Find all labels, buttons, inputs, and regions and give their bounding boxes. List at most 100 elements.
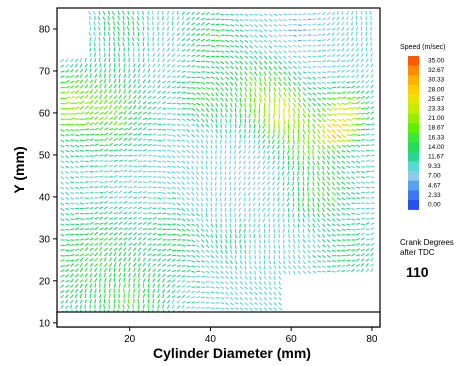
velocity-vector <box>244 291 248 295</box>
velocity-vector <box>297 76 302 81</box>
velocity-vector <box>356 101 361 105</box>
velocity-vector <box>157 106 162 110</box>
velocity-vector <box>181 305 185 309</box>
velocity-vector <box>243 181 246 186</box>
velocity-vector <box>123 132 128 136</box>
velocity-vector <box>346 213 351 216</box>
velocity-vector <box>186 43 191 47</box>
velocity-vector <box>89 37 92 42</box>
velocity-vector <box>196 296 201 299</box>
velocity-vector <box>249 18 254 22</box>
velocity-vector <box>220 270 224 274</box>
velocity-vector <box>356 68 359 73</box>
velocity-vector <box>261 181 266 185</box>
velocity-vector <box>210 87 215 91</box>
velocity-vector <box>200 197 203 202</box>
velocity-vector <box>191 33 196 36</box>
velocity-vector <box>118 247 122 251</box>
velocity-vector <box>133 84 136 89</box>
velocity-vector <box>142 68 146 73</box>
velocity-vector <box>220 218 223 223</box>
velocity-vector <box>234 92 238 97</box>
velocity-vector <box>113 191 118 194</box>
velocity-vector <box>249 92 252 98</box>
velocity-vector <box>230 102 233 108</box>
velocity-vector <box>220 108 223 113</box>
velocity-vector <box>370 123 375 126</box>
velocity-vector <box>94 180 99 183</box>
velocity-vector <box>123 241 127 246</box>
velocity-vector <box>108 100 114 105</box>
velocity-vector <box>326 17 331 21</box>
velocity-vector <box>224 202 227 207</box>
velocity-vector <box>84 273 88 278</box>
velocity-vector <box>225 71 229 75</box>
velocity-vector <box>99 227 104 230</box>
velocity-vector <box>205 108 209 113</box>
velocity-vector <box>70 64 74 68</box>
velocity-vector <box>360 232 365 236</box>
velocity-vector <box>297 113 300 119</box>
velocity-vector <box>252 150 256 154</box>
velocity-vector <box>181 285 186 288</box>
velocity-vector <box>186 60 191 63</box>
velocity-vector <box>128 68 131 73</box>
velocity-vector <box>142 95 147 99</box>
velocity-vector <box>282 139 285 145</box>
velocity-vector <box>370 227 375 230</box>
velocity-vector <box>263 45 268 49</box>
velocity-vector <box>181 202 186 206</box>
velocity-vector <box>331 155 336 160</box>
velocity-vector <box>210 276 215 279</box>
velocity-vector <box>225 255 228 260</box>
velocity-vector <box>346 259 351 262</box>
velocity-vector <box>351 64 355 68</box>
velocity-vector <box>128 57 130 63</box>
velocity-vector <box>220 39 225 43</box>
velocity-vector <box>254 34 258 38</box>
velocity-vector <box>238 207 241 212</box>
velocity-vector <box>249 87 252 92</box>
velocity-vector <box>254 260 257 265</box>
velocity-vector <box>94 252 99 257</box>
velocity-vector <box>162 47 165 52</box>
velocity-vector <box>244 18 249 21</box>
velocity-vector <box>336 218 341 222</box>
velocity-vector <box>234 234 237 239</box>
velocity-vector <box>157 74 161 78</box>
velocity-vector <box>200 155 204 160</box>
velocity-vector <box>171 96 176 99</box>
velocity-vector <box>238 176 241 180</box>
velocity-vector <box>244 24 249 27</box>
velocity-vector <box>181 150 186 153</box>
velocity-vector <box>210 60 215 64</box>
velocity-vector <box>113 247 118 251</box>
velocity-vector <box>282 213 285 217</box>
velocity-vector <box>70 213 75 216</box>
velocity-vector <box>288 76 291 81</box>
velocity-vector <box>74 63 78 68</box>
velocity-vector <box>307 223 311 228</box>
velocity-vector <box>128 211 133 215</box>
velocity-vector <box>113 251 117 257</box>
velocity-vector <box>89 247 94 251</box>
velocity-vector <box>287 139 290 145</box>
velocity-vector <box>94 63 97 68</box>
velocity-vector <box>152 122 157 126</box>
velocity-vector <box>70 263 74 267</box>
velocity-vector <box>277 144 280 150</box>
velocity-vector <box>262 197 266 202</box>
velocity-vector <box>322 228 326 232</box>
velocity-vector <box>167 80 171 84</box>
velocity-vector <box>157 268 161 272</box>
velocity-vector <box>123 180 128 183</box>
velocity-vector <box>147 247 152 251</box>
velocity-vector <box>243 165 246 170</box>
velocity-vector <box>205 192 208 197</box>
velocity-vector <box>133 144 138 147</box>
velocity-vector <box>176 108 181 110</box>
velocity-vector <box>336 65 341 68</box>
velocity-vector <box>230 265 233 270</box>
velocity-vector <box>108 232 113 236</box>
velocity-vector <box>162 273 166 278</box>
